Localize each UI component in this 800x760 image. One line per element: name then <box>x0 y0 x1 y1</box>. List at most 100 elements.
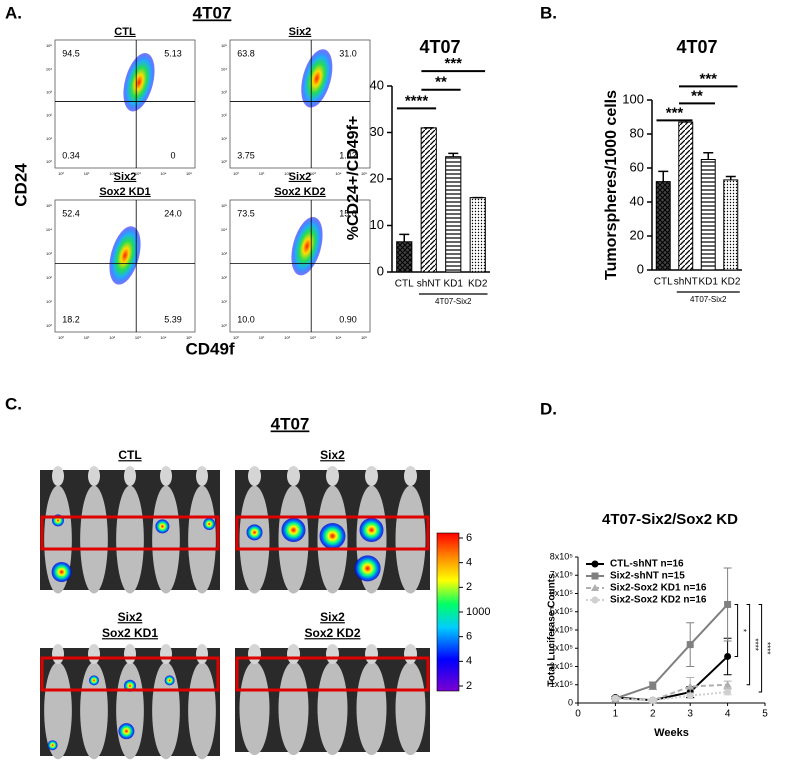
signal-blob <box>89 675 99 686</box>
mouse <box>152 662 180 760</box>
mouse-head <box>124 466 136 486</box>
panel-label: A. <box>5 3 22 22</box>
flow-plot-label: Sox2 KD2 <box>274 186 325 198</box>
mouse <box>356 661 387 756</box>
flow-axis-tick: 10¹ <box>221 299 227 304</box>
legend-label: Six2-shNT n=15 <box>610 571 685 582</box>
flow-axis-tick: 10⁴ <box>221 66 227 71</box>
flow-axis-tick: 10³ <box>221 89 227 94</box>
flow-axis-tick: 10² <box>221 113 227 118</box>
flow-axis-tick: 10³ <box>46 251 52 256</box>
flow-axis-tick: 10¹ <box>46 299 52 304</box>
y-tick-label: 40 <box>370 77 384 92</box>
flow-axis-tick: 10⁵ <box>46 203 52 208</box>
y-tick-label: 100 <box>622 91 644 106</box>
flow-axis-tick: 10⁵ <box>186 335 192 340</box>
significance-label: **** <box>750 638 759 650</box>
y-tick-label: 80 <box>630 125 644 140</box>
y-tick-label: 20 <box>630 227 644 242</box>
y-tick-label: 6x10⁵ <box>550 588 574 598</box>
flow-axis-tick: 10⁵ <box>186 171 192 176</box>
flow-axis-tick: 10⁴ <box>221 227 227 232</box>
significance-label: **** <box>405 92 429 109</box>
legend-label: CTL-shNT n=16 <box>610 559 684 570</box>
roi-box <box>40 656 220 692</box>
flow-axis-tick: 10² <box>109 171 115 176</box>
mouse-head <box>88 644 100 664</box>
mouse <box>317 661 348 756</box>
flow-axis-tick: 10⁴ <box>46 66 52 71</box>
point <box>686 641 694 649</box>
bar <box>655 181 671 271</box>
mouse-head <box>160 644 172 664</box>
flow-axis-tick: 10¹ <box>259 171 265 176</box>
x-tick-label: CTL <box>654 277 673 288</box>
flow-axis-tick: 10⁰ <box>46 159 52 164</box>
mouse-head <box>124 644 136 664</box>
x-tick-label: 4 <box>725 709 731 720</box>
series-line <box>615 683 728 702</box>
flow-axis-tick: 10⁴ <box>46 227 52 232</box>
x-tick-label: 2 <box>650 709 656 720</box>
mouse-head <box>248 644 261 664</box>
imaging-group-label: Six2 <box>320 610 345 624</box>
quadrant-value: 31.0 <box>339 48 357 58</box>
y-tick-label: 5x10⁵ <box>550 606 574 616</box>
significance-label: *** <box>666 104 684 121</box>
mouse-head <box>248 466 261 486</box>
imaging-group-label: Sox2 KD2 <box>304 626 360 640</box>
flow-axis-tick: 10⁵ <box>221 43 227 48</box>
flow-axis-tick: 10¹ <box>46 136 52 141</box>
bar <box>445 156 462 273</box>
y-tick-label: 2x10⁵ <box>550 661 574 671</box>
quadrant-value: 10.0 <box>237 314 255 324</box>
series-line <box>615 603 729 700</box>
quadrant-value: 18.2 <box>62 314 80 324</box>
quadrant-value: 24.0 <box>164 208 182 218</box>
colorbar-label: 4 <box>466 655 472 667</box>
x-tick-label: CTL <box>395 279 414 290</box>
point <box>724 688 732 696</box>
significance-label: *** <box>699 70 717 87</box>
mouse-head <box>287 466 300 486</box>
flow-axis-tick: 10⁵ <box>221 203 227 208</box>
point <box>724 652 732 660</box>
quadrant-value: 15.6 <box>339 208 357 218</box>
mouse-head <box>196 466 208 486</box>
flow-title: 4T07 <box>193 3 232 22</box>
bar <box>469 197 486 273</box>
mouse-head <box>404 466 417 486</box>
roi-box <box>235 515 430 551</box>
quadrant-value: 0.90 <box>339 314 357 324</box>
y-tick-label: 0 <box>377 263 384 278</box>
flow-axis-tick: 10² <box>109 335 115 340</box>
flow-cloud <box>123 53 155 112</box>
colorbar-label: 6 <box>466 631 472 643</box>
flow-axis-tick: 10⁵ <box>361 335 367 340</box>
flow-axis-tick: 10¹ <box>84 171 90 176</box>
x-tick-label: KD2 <box>468 279 488 290</box>
mouse-head <box>52 644 64 664</box>
x-tick-label: shNT <box>674 277 698 288</box>
mouse <box>188 485 216 594</box>
colorbar-label: 4 <box>466 557 472 569</box>
bar <box>420 127 437 273</box>
signal-blob <box>203 518 216 530</box>
x-tick-label: 5 <box>762 709 768 720</box>
flow-plot-label: Sox2 KD1 <box>99 186 150 198</box>
point <box>649 682 657 690</box>
significance-label: ** <box>691 87 703 104</box>
signal-blob <box>164 675 175 686</box>
mouse <box>80 485 108 594</box>
mouse-head <box>404 644 417 664</box>
quadrant-value: 94.5 <box>62 48 80 58</box>
point <box>686 692 694 700</box>
y-tick-label: 40 <box>630 193 644 208</box>
mouse <box>116 662 144 760</box>
mouse <box>116 485 144 594</box>
y-tick-label: 4x10⁵ <box>550 624 574 634</box>
x-tick-label: shNT <box>417 279 441 290</box>
signal-blob <box>354 555 381 582</box>
flow-plot-frame <box>229 39 371 169</box>
significance-label: **** <box>762 642 771 654</box>
